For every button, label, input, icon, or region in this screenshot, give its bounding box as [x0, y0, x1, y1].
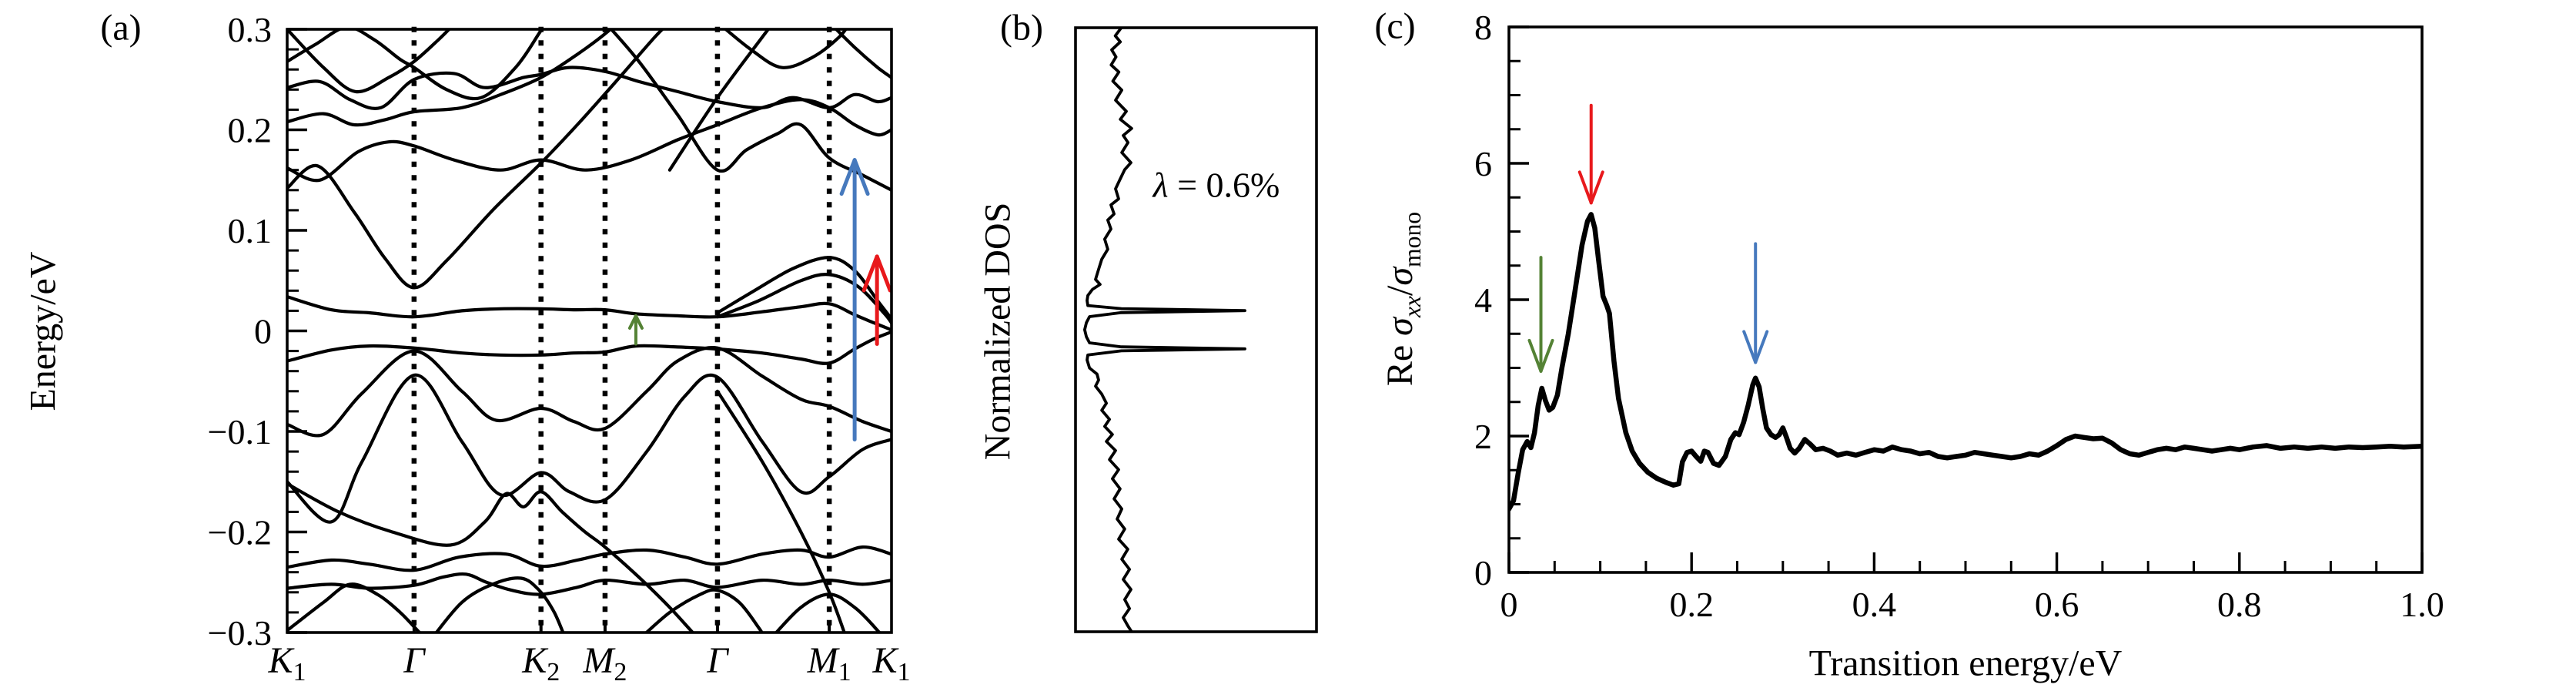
k-point-label: M1: [807, 640, 851, 686]
transition-arrow-blue-head: [1742, 330, 1769, 364]
y-tick-label: −0.3: [208, 613, 272, 653]
k-point-label: K2: [521, 640, 560, 686]
k-point-label: M2: [582, 640, 627, 686]
dos-curve: [1083, 28, 1246, 632]
y-tick-label: 4: [1474, 280, 1492, 320]
y-tick-label: −0.2: [208, 513, 272, 552]
y-tick-label: 0: [1474, 553, 1492, 592]
panel-c-x-title: Transition energy/eV: [1808, 643, 2123, 684]
y-tick-label: 0.3: [228, 10, 273, 49]
bands-group: [287, 29, 892, 633]
band-18: [434, 576, 565, 633]
transition-arrow-red-head: [1577, 170, 1604, 205]
x-tick-label: 0.6: [2035, 585, 2079, 624]
band-09: [609, 29, 892, 192]
band-08: [287, 98, 892, 183]
label-part: Re: [1380, 335, 1421, 387]
band-03: [287, 29, 452, 94]
label-part: σ: [1380, 267, 1421, 286]
y-tick-label: 0.2: [228, 111, 273, 150]
panel-a-y-title: Energy/eV: [22, 251, 64, 411]
band-05: [287, 65, 892, 110]
band-11: [715, 273, 892, 325]
y-tick-label: 0.1: [228, 211, 273, 250]
y-tick-label: −0.1: [208, 412, 272, 451]
k-point-label: K1: [871, 640, 910, 686]
panel-a-plot: 0.30.20.10−0.1−0.2−0.3K1 Γ K2 M2 Γ M1 K1: [208, 10, 911, 686]
k-point-label: K1: [267, 640, 306, 686]
band-19: [644, 588, 764, 633]
conductivity-curve: [1509, 212, 2422, 512]
label-part: = 0.6%: [1168, 165, 1280, 205]
band-23: [834, 29, 892, 79]
lambda-annotation: λ = 0.6%: [1153, 165, 1280, 206]
panel-b-y-title: Normalized DOS: [977, 202, 1019, 461]
x-tick-label: 0.8: [2217, 585, 2262, 624]
band-06: [287, 29, 613, 127]
k-point-label: Γ: [403, 640, 426, 681]
x-tick-label: 0: [1500, 585, 1518, 624]
plot-frame: [1074, 26, 1318, 633]
band-16: [287, 482, 695, 633]
y-tick-label: 0: [254, 312, 272, 351]
flat-band-lower: [287, 330, 892, 365]
label-part: σ: [1380, 317, 1421, 336]
plot-frame: [286, 28, 893, 634]
band-22: [723, 29, 848, 69]
label-part: λ: [1153, 165, 1169, 205]
band-arrow-red-head: [861, 254, 892, 293]
y-tick-label: 6: [1474, 144, 1492, 183]
x-tick-label: 1.0: [2400, 585, 2444, 624]
panel-b-label: (b): [1000, 7, 1043, 49]
band-13: [287, 373, 892, 524]
label-part: mono: [1398, 211, 1426, 268]
panel-c-plot: 0 2 4 6 8 0 0.2 0.4 0.6 0.8 1.0: [1474, 8, 2444, 624]
panel-c-y-title: Re σxx/σmono: [1379, 212, 1427, 386]
x-tick-label: 0.4: [1852, 585, 1897, 624]
band-24: [667, 29, 771, 172]
plot-frame: [1507, 25, 2424, 574]
band-17: [287, 582, 422, 633]
transition-arrow-green-head: [1527, 338, 1554, 373]
band-07: [287, 29, 665, 290]
flat-band-upper: [287, 295, 892, 332]
band-12: [287, 346, 892, 438]
label-part: xx: [1398, 296, 1426, 318]
x-tick-label: 0.2: [1669, 585, 1714, 624]
band-arrow-blue-head: [839, 158, 870, 196]
panel-a-label: (a): [100, 7, 142, 49]
band-15: [287, 572, 892, 596]
panel-c-label: (c): [1374, 5, 1416, 47]
label-part: /: [1380, 285, 1421, 297]
band-14: [287, 545, 892, 572]
panel-b-plot: [1074, 26, 1318, 633]
y-tick-label: 8: [1474, 8, 1492, 47]
y-tick-label: 2: [1474, 417, 1492, 456]
band-21: [715, 389, 846, 633]
band-arrow-green-head: [627, 314, 644, 330]
k-point-label: Γ: [706, 640, 729, 681]
